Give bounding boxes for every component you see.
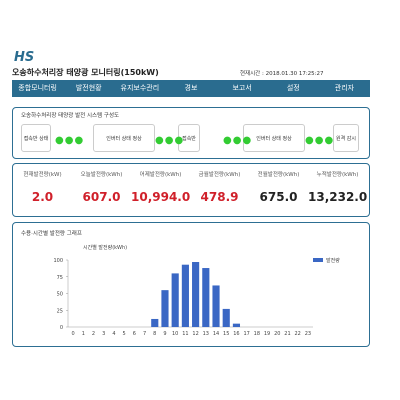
status-dots: ●●● bbox=[55, 135, 85, 146]
status-box: 인버터 상태 정상 bbox=[243, 124, 305, 152]
x-tick-label: 12 bbox=[192, 331, 198, 337]
bar bbox=[192, 262, 200, 327]
y-tick-label: 0 bbox=[60, 325, 63, 331]
stat-label: 어제발전량(kWh) bbox=[139, 172, 182, 178]
page-title: 오송하수처리장 태양광 모니터링(150kW) bbox=[12, 68, 159, 77]
x-tick-label: 14 bbox=[213, 331, 219, 337]
x-tick-label: 11 bbox=[182, 331, 188, 337]
stat-value: 478.9 bbox=[200, 190, 239, 204]
nav-item[interactable]: 관리자 bbox=[334, 84, 355, 92]
x-tick-label: 16 bbox=[233, 331, 239, 337]
nav-item[interactable]: 경보 bbox=[184, 84, 198, 92]
stat-label: 누적발전량(kWh) bbox=[316, 172, 359, 178]
nav-item[interactable]: 설정 bbox=[286, 84, 300, 92]
chart-panel: 수용·시간별 발전량 그래프 시간별 발전량(kWh) 발전량 0 25 50 75 1… bbox=[12, 222, 370, 347]
time-label: 현재시간 : bbox=[240, 71, 264, 77]
stat-value: 607.0 bbox=[82, 190, 121, 204]
nav-item[interactable]: 유지보수관리 bbox=[120, 84, 160, 92]
bar bbox=[202, 268, 210, 327]
bar bbox=[151, 318, 159, 327]
x-tick-label: 18 bbox=[254, 331, 260, 337]
nav-item[interactable]: 발전현황 bbox=[75, 84, 102, 92]
nav-item[interactable]: 보고서 bbox=[232, 84, 252, 92]
legend-swatch bbox=[313, 258, 323, 262]
x-tick-label: 22 bbox=[295, 331, 301, 337]
stat-value: 675.0 bbox=[259, 190, 298, 204]
x-tick-label: 17 bbox=[243, 331, 249, 337]
bar bbox=[232, 323, 241, 327]
x-tick-label: 10 bbox=[172, 331, 178, 337]
stat-label: 금월발전량(kWh) bbox=[198, 172, 241, 178]
status-box: 접속반 bbox=[178, 124, 200, 152]
stat-label: 현재발전량(kW) bbox=[23, 172, 62, 178]
x-tick-label: 8 bbox=[153, 331, 156, 337]
stat: 금월발전량(kWh) 478.9 bbox=[190, 164, 249, 204]
y-tick-label: 75 bbox=[57, 275, 63, 281]
stat-value: 2.0 bbox=[31, 190, 54, 204]
stat: 누적발전량(kWh) 13,232.0 bbox=[308, 164, 367, 204]
stat: 오늘발전량(kWh) 607.0 bbox=[72, 164, 131, 204]
bar bbox=[171, 273, 179, 327]
stat-value: 13,232.0 bbox=[308, 190, 368, 204]
time: 2018.01.30 17:25:27 bbox=[265, 71, 324, 77]
status-dots: ●●● bbox=[155, 135, 185, 146]
x-tick-label: 3 bbox=[102, 331, 105, 337]
x-tick-label: 23 bbox=[305, 331, 311, 337]
stat-label: 오늘발전량(kWh) bbox=[80, 172, 123, 178]
clock: 현재시간 : 2018.01.30 17:25:27 bbox=[240, 69, 324, 77]
x-tick-label: 6 bbox=[133, 331, 136, 337]
status-panel: 오송하수처리장 태양광 발전 시스템 구성도 접속반 상태 인버터 상태 정상 접속… bbox=[12, 107, 370, 159]
stats-panel: 현재발전량(kW) 2.0 오늘발전량(kWh) 607.0 어제발전량(kWh) 10,… bbox=[12, 163, 370, 217]
stat: 현재발전량(kW) 2.0 bbox=[13, 164, 72, 204]
status-dots: ●●● bbox=[305, 135, 335, 146]
y-tick-label: 100 bbox=[53, 258, 63, 264]
x-tick-label: 4 bbox=[112, 331, 115, 337]
chart-title: 수용·시간별 발전량 그래프 bbox=[21, 231, 82, 237]
status-box: 접속반 상태 bbox=[21, 124, 51, 152]
x-tick-label: 5 bbox=[123, 331, 126, 337]
bar bbox=[181, 264, 189, 327]
status-box: 원격 감시 bbox=[333, 124, 359, 152]
stat-label: 전월발전량(kWh) bbox=[257, 172, 300, 178]
bar bbox=[212, 285, 220, 327]
bar bbox=[161, 290, 169, 327]
logo: HS bbox=[14, 50, 35, 65]
y-tick-label: 50 bbox=[57, 292, 63, 298]
status-title: 오송하수처리장 태양광 발전 시스템 구성도 bbox=[21, 113, 120, 119]
x-tick-label: 7 bbox=[143, 331, 146, 337]
x-tick-label: 0 bbox=[72, 331, 75, 337]
nav-item[interactable]: 종합모니터링 bbox=[18, 84, 57, 92]
legend-label: 발전량 bbox=[326, 257, 340, 264]
chart-subtitle: 시간별 발전량(kWh) bbox=[83, 244, 127, 251]
x-tick-label: 1 bbox=[82, 331, 85, 337]
x-tick-label: 9 bbox=[163, 331, 166, 337]
stat: 전월발전량(kWh) 675.0 bbox=[249, 164, 308, 204]
x-tick-label: 20 bbox=[274, 331, 280, 337]
x-tick-label: 21 bbox=[284, 331, 290, 337]
x-tick-label: 13 bbox=[203, 331, 209, 337]
status-dots: ●●● bbox=[223, 135, 253, 146]
x-tick-label: 2 bbox=[92, 331, 95, 337]
x-tick-label: 15 bbox=[223, 331, 229, 337]
bar bbox=[222, 308, 230, 327]
status-box: 인버터 상태 정상 bbox=[93, 124, 155, 152]
stat: 어제발전량(kWh) 10,994.0 bbox=[131, 164, 190, 204]
stat-value: 10,994.0 bbox=[131, 190, 191, 204]
nav-bar: 종합모니터링 발전현황 유지보수관리 경보 보고서 설정 관리자 bbox=[12, 80, 370, 97]
y-tick-label: 25 bbox=[57, 308, 63, 314]
x-tick-label: 19 bbox=[264, 331, 270, 337]
